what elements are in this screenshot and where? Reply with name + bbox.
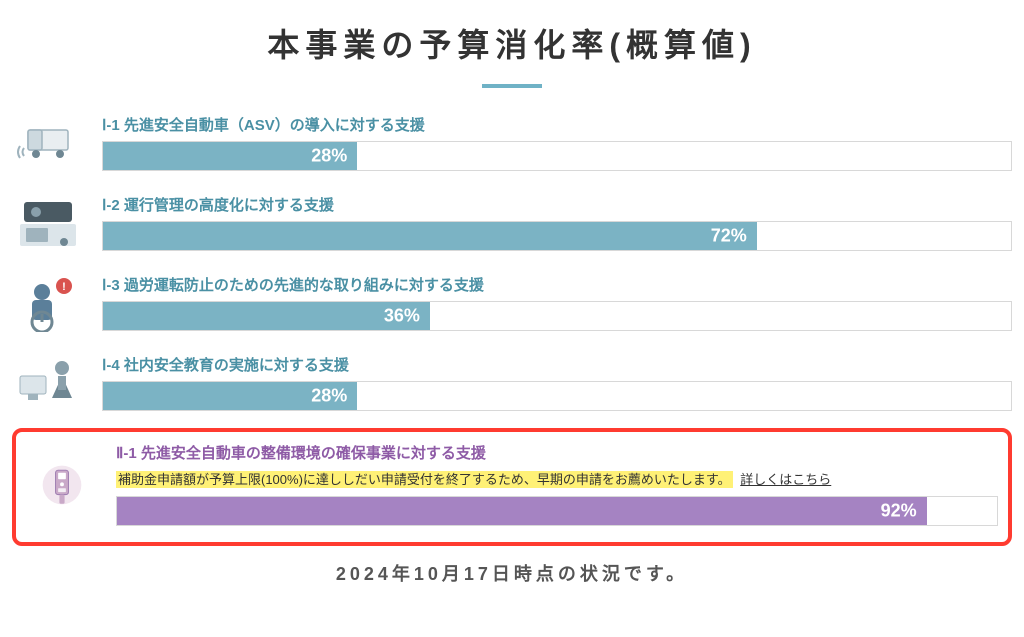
truck-asv-icon — [12, 112, 84, 174]
row-label: Ⅰ-3 過労運転防止のための先進的な取り組みに対する支援 — [102, 274, 1012, 295]
bar-percent: 72% — [711, 226, 747, 247]
bar-track: 28% — [102, 141, 1012, 171]
bar-fill: 28% — [103, 142, 357, 170]
notice-link[interactable]: 詳しくはこちら — [740, 472, 831, 487]
page-title: 本事業の予算消化率(概算値) — [10, 20, 1014, 66]
driver-alert-icon: ! — [12, 272, 84, 334]
row-label: Ⅰ-1 先進安全自動車（ASV）の導入に対する支援 — [102, 114, 1012, 135]
bar-fill: 28% — [103, 382, 357, 410]
notice-line: 補助金申請額が予算上限(100%)に達ししだい申請受付を終了するため、早期の申請… — [116, 469, 998, 488]
budget-row: Ⅱ-1 先進安全自動車の整備環境の確保事業に対する支援 補助金申請額が予算上限(… — [26, 440, 998, 530]
bar-track: 92% — [116, 496, 998, 526]
bar-track: 72% — [102, 221, 1012, 251]
budget-row: Ⅰ-4 社内安全教育の実施に対する支援 28% — [12, 346, 1012, 422]
row-label: Ⅰ-4 社内安全教育の実施に対する支援 — [102, 354, 1012, 375]
title-underline — [482, 84, 542, 88]
scanner-device-icon — [26, 440, 98, 530]
bar-percent: 92% — [881, 501, 917, 522]
bar-track: 28% — [102, 381, 1012, 411]
row-label: Ⅰ-2 運行管理の高度化に対する支援 — [102, 194, 1012, 215]
budget-row: ! Ⅰ-3 過労運転防止のための先進的な取り組みに対する支援 36% — [12, 266, 1012, 342]
dashcam-icon — [12, 192, 84, 254]
bar-percent: 28% — [311, 386, 347, 407]
chart-rows: Ⅰ-1 先進安全自動車（ASV）の導入に対する支援 28% — [12, 106, 1012, 546]
bar-fill: 92% — [117, 497, 927, 525]
training-icon — [12, 352, 84, 414]
bar-fill: 36% — [103, 302, 430, 330]
highlighted-row-box: Ⅱ-1 先進安全自動車の整備環境の確保事業に対する支援 補助金申請額が予算上限(… — [12, 428, 1012, 546]
svg-text:!: ! — [62, 281, 66, 293]
bar-percent: 36% — [384, 306, 420, 327]
notice-text: 補助金申請額が予算上限(100%)に達ししだい申請受付を終了するため、早期の申請… — [116, 471, 733, 488]
bar-percent: 28% — [311, 146, 347, 167]
budget-row: Ⅰ-1 先進安全自動車（ASV）の導入に対する支援 28% — [12, 106, 1012, 182]
row-label: Ⅱ-1 先進安全自動車の整備環境の確保事業に対する支援 — [116, 442, 998, 463]
bar-track: 36% — [102, 301, 1012, 331]
bar-fill: 72% — [103, 222, 757, 250]
footer-timestamp: 2024年10月17日時点の状況です。 — [10, 560, 1014, 586]
budget-row: Ⅰ-2 運行管理の高度化に対する支援 72% — [12, 186, 1012, 262]
